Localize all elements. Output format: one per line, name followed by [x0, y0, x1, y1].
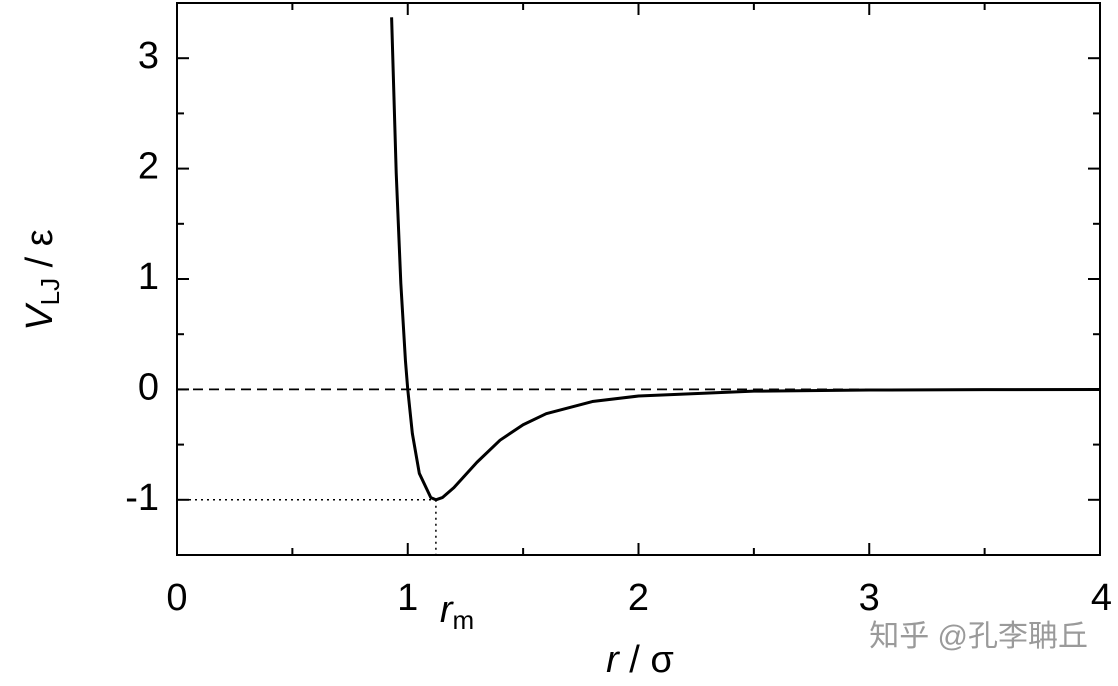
y-tick-label: 2: [138, 146, 159, 188]
plot-frame: [176, 2, 1101, 556]
y-label-var: V: [19, 302, 61, 331]
minimum-label-var: r: [440, 589, 454, 631]
y-tick-label: 1: [138, 256, 159, 298]
minimum-label-sub: m: [453, 605, 475, 635]
y-label-sub: LJ: [35, 278, 65, 305]
watermark: 知乎 @孔李聃丘: [869, 620, 1088, 653]
x-label-var: r: [606, 639, 620, 681]
x-tick-label: 4: [1091, 577, 1112, 619]
x-tick-label: 1: [397, 577, 418, 619]
x-axis-label: r / σ: [606, 639, 674, 681]
x-label-unit: / σ: [619, 639, 674, 681]
y-tick-label: 0: [138, 366, 159, 408]
y-label-unit: / ε: [19, 229, 61, 278]
y-tick-label: 3: [138, 35, 159, 77]
y-tick-label: -1: [125, 477, 159, 519]
y-axis-label: VLJ / ε: [19, 229, 65, 331]
data-line: [390, 17, 1101, 502]
x-tick-label: 0: [166, 577, 187, 619]
minimum-label: rm: [440, 589, 474, 635]
x-tick-label: 2: [628, 577, 649, 619]
x-tick-label: 3: [859, 577, 880, 619]
